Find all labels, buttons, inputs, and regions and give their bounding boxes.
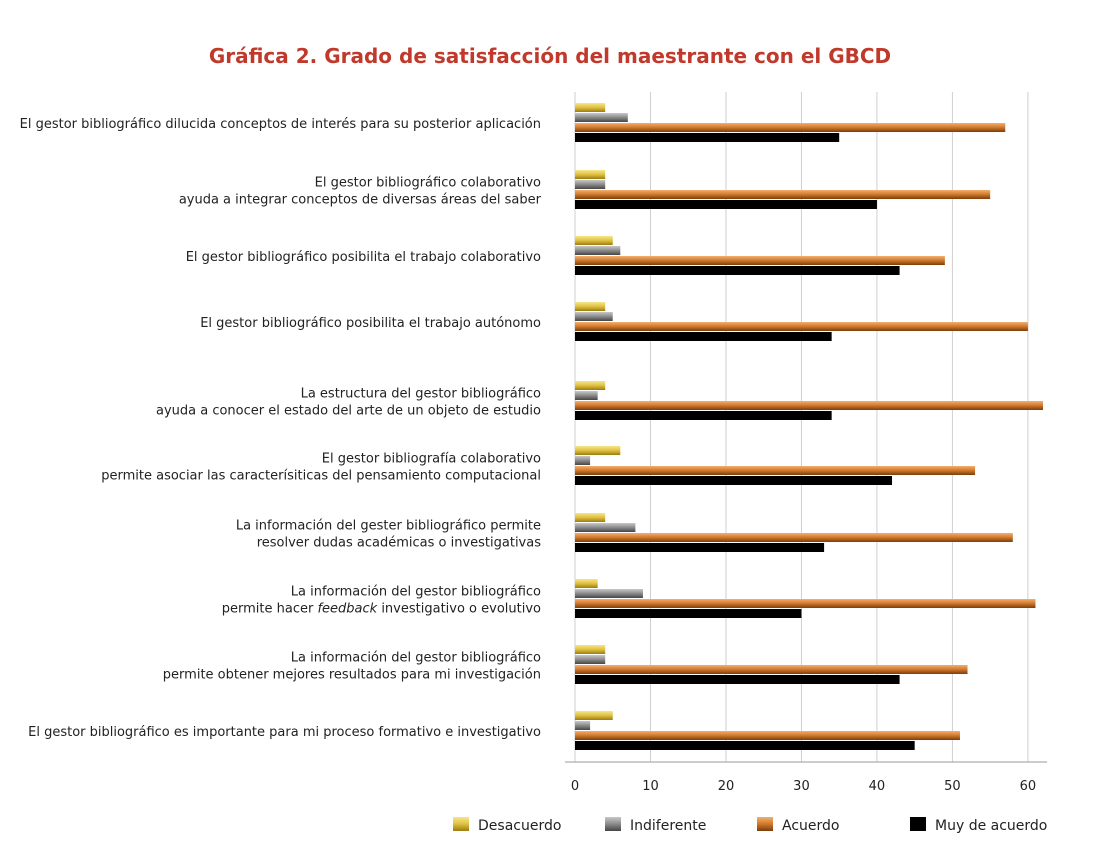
bar-muy-de-acuerdo xyxy=(575,411,832,420)
bar-muy-de-acuerdo xyxy=(575,133,840,142)
bar-desacuerdo xyxy=(575,513,606,522)
category-label: La información del gestor bibliográfico xyxy=(291,651,541,666)
bar-muy-de-acuerdo xyxy=(575,675,900,684)
bar-muy-de-acuerdo xyxy=(575,200,877,209)
bar-indiferente xyxy=(575,721,591,730)
category-label: ayuda a conocer el estado del arte de un… xyxy=(156,404,541,419)
bar-desacuerdo xyxy=(575,446,621,455)
legend-label: Acuerdo xyxy=(782,818,839,834)
x-tick-label: 50 xyxy=(944,779,961,794)
bar-muy-de-acuerdo xyxy=(575,332,832,341)
x-tick-label: 30 xyxy=(793,779,810,794)
legend-label: Desacuerdo xyxy=(478,818,561,834)
bar-indiferente xyxy=(575,246,621,255)
bar-indiferente xyxy=(575,456,591,465)
category-label: La información del gestor bibliográfico xyxy=(291,585,541,600)
bar-acuerdo xyxy=(575,665,968,674)
category-label: El gestor bibliográfico posibilita el tr… xyxy=(186,250,541,265)
bar-indiferente xyxy=(575,180,606,189)
bar-acuerdo xyxy=(575,599,1036,608)
legend-swatch-muy-de-acuerdo xyxy=(910,817,926,831)
bar-acuerdo xyxy=(575,466,976,475)
category-label: El gestor bibliográfico posibilita el tr… xyxy=(200,316,541,331)
x-tick-label: 20 xyxy=(718,779,735,794)
category-label: La estructura del gestor bibliográfico xyxy=(301,387,541,402)
bar-indiferente xyxy=(575,312,613,321)
chart-title: Gráfica 2. Grado de satisfacción del mae… xyxy=(208,44,892,68)
bar-indiferente xyxy=(575,391,598,400)
bar-desacuerdo xyxy=(575,236,613,245)
category-label: El gestor bibliográfico dilucida concept… xyxy=(20,117,541,132)
bar-acuerdo xyxy=(575,190,991,199)
legend-swatch-indiferente xyxy=(605,817,621,831)
bar-desacuerdo xyxy=(575,103,606,112)
bar-indiferente xyxy=(575,655,606,664)
bar-desacuerdo xyxy=(575,645,606,654)
bar-acuerdo xyxy=(575,731,960,740)
bar-desacuerdo xyxy=(575,302,606,311)
bar-indiferente xyxy=(575,113,628,122)
bar-acuerdo xyxy=(575,123,1006,132)
bar-muy-de-acuerdo xyxy=(575,476,893,485)
bar-muy-de-acuerdo xyxy=(575,266,900,275)
bar-acuerdo xyxy=(575,533,1013,542)
category-label: La información del gester bibliográfico … xyxy=(236,519,541,534)
bar-acuerdo xyxy=(575,256,945,265)
bar-muy-de-acuerdo xyxy=(575,741,915,750)
bar-muy-de-acuerdo xyxy=(575,543,825,552)
legend-label: Muy de acuerdo xyxy=(935,818,1047,834)
legend-label: Indiferente xyxy=(630,818,706,834)
category-label: permite hacer feedback investigativo o e… xyxy=(222,602,541,617)
category-label: permite obtener mejores resultados para … xyxy=(163,668,541,683)
category-label: permite asociar las caracterísiticas del… xyxy=(101,469,541,484)
bar-desacuerdo xyxy=(575,170,606,179)
legend-swatch-desacuerdo xyxy=(453,817,469,831)
bar-desacuerdo xyxy=(575,579,598,588)
category-label: El gestor bibliográfico colaborativo xyxy=(315,176,541,191)
x-tick-label: 60 xyxy=(1020,779,1037,794)
bar-acuerdo xyxy=(575,401,1043,410)
bar-acuerdo xyxy=(575,322,1028,331)
bar-desacuerdo xyxy=(575,381,606,390)
category-label: El gestor bibliográfico es importante pa… xyxy=(28,725,541,740)
bar-muy-de-acuerdo xyxy=(575,609,802,618)
bar-indiferente xyxy=(575,523,636,532)
bar-desacuerdo xyxy=(575,711,613,720)
x-tick-label: 40 xyxy=(869,779,886,794)
x-tick-label: 10 xyxy=(642,779,659,794)
category-label: resolver dudas académicas o investigativ… xyxy=(257,536,542,551)
legend-swatch-acuerdo xyxy=(757,817,773,831)
x-tick-label: 0 xyxy=(571,779,579,794)
category-label: ayuda a integrar conceptos de diversas á… xyxy=(179,193,542,208)
bar-indiferente xyxy=(575,589,643,598)
category-label: El gestor bibliografía colaborativo xyxy=(322,452,541,467)
